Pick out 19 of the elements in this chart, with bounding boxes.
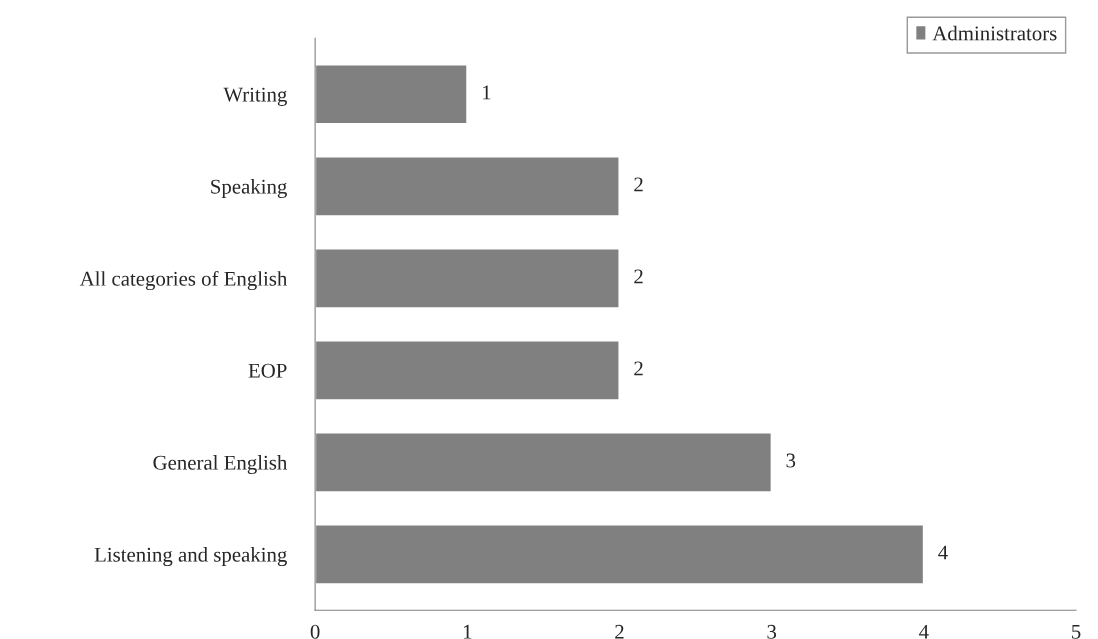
y-tick-label: Writing	[223, 87, 287, 106]
legend-label: Administrators	[932, 25, 1057, 41]
x-tick-label: 0	[310, 624, 320, 639]
x-tick-label: 4	[919, 624, 929, 639]
x-tick-label: 1	[463, 624, 472, 639]
y-tick-label: Speaking	[211, 179, 287, 198]
y-tick-label: All categories of English	[79, 270, 288, 291]
y-tick-label: Listening and speaking	[94, 547, 287, 567]
data-label: 2	[634, 361, 643, 376]
data-label: 1	[483, 85, 491, 100]
data-label: 2	[634, 177, 643, 192]
data-label: 2	[634, 269, 643, 284]
y-tick-label: EOP	[248, 363, 287, 378]
y-tick-label: General English	[153, 455, 288, 475]
data-label: 3	[786, 453, 796, 468]
data-label: 4	[938, 545, 948, 560]
x-tick-label: 3	[767, 624, 777, 639]
x-tick-label: 5	[1072, 624, 1081, 639]
x-tick-label: 2	[615, 624, 624, 639]
